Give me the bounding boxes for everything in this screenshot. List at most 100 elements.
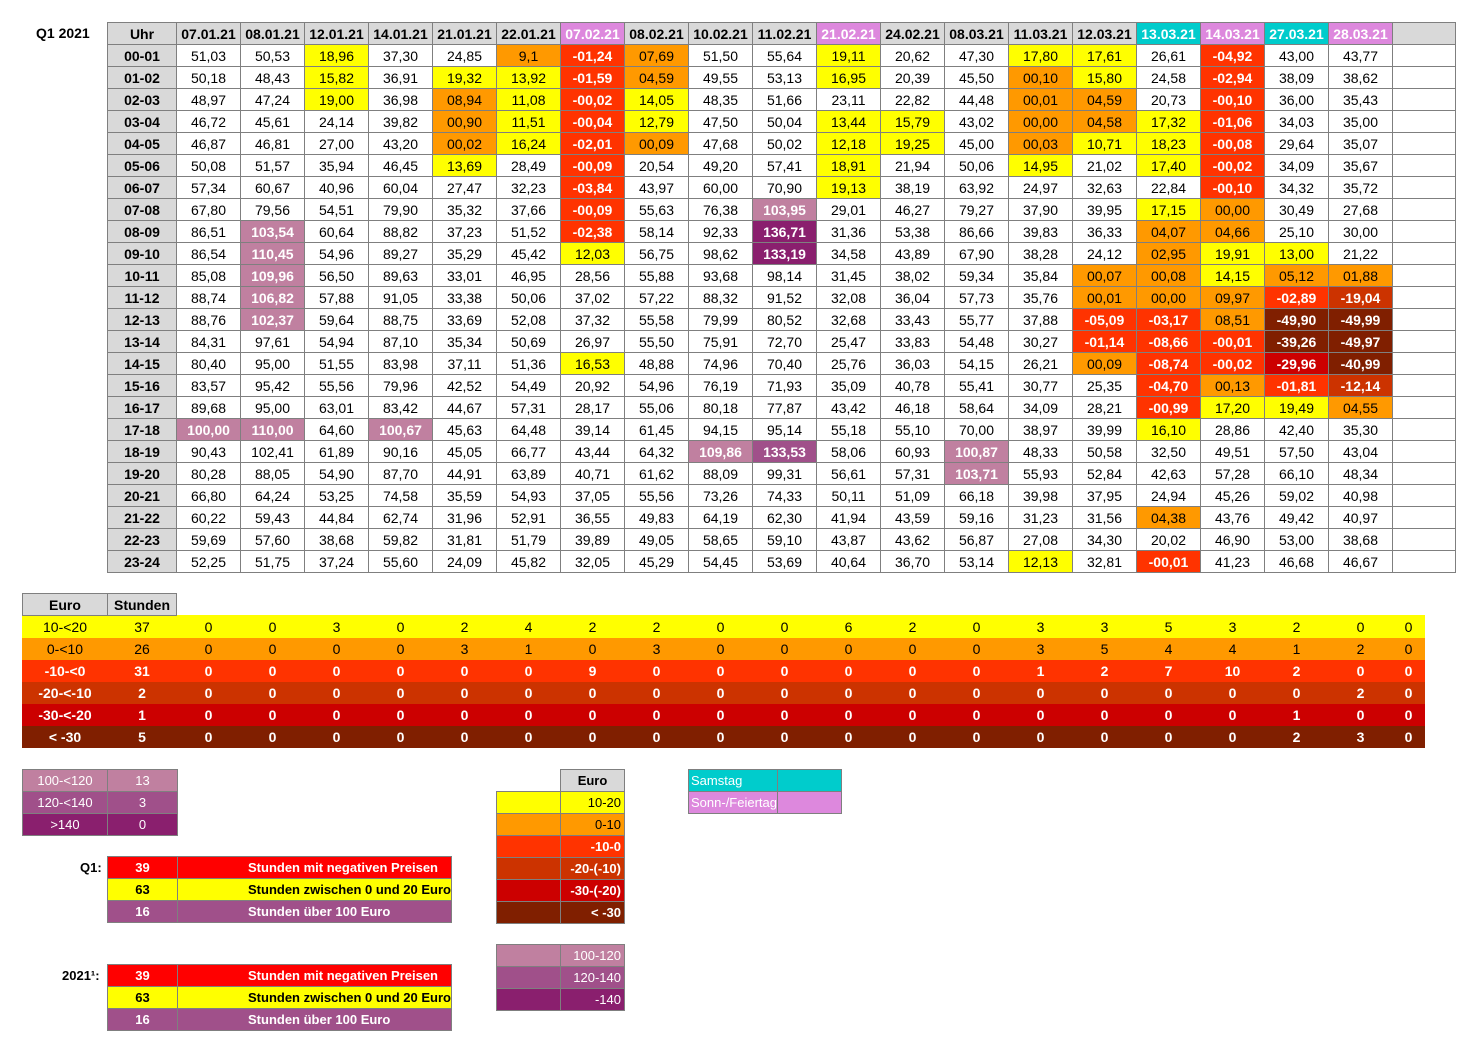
price-cell: 39,83 xyxy=(1008,220,1073,243)
summary-count: 0 xyxy=(624,659,689,682)
hour-label: 14-15 xyxy=(107,352,177,375)
price-cell: -02,01 xyxy=(560,132,625,155)
price-cell: 60,22 xyxy=(176,506,241,529)
hour-label: 13-14 xyxy=(107,330,177,353)
hour-label: 03-04 xyxy=(107,110,177,133)
hour-label: 23-24 xyxy=(107,550,177,573)
price-cell: -05,09 xyxy=(1072,308,1137,331)
summary-count: 0 xyxy=(1072,681,1137,704)
price-cell: 52,08 xyxy=(496,308,561,331)
hour-label: 01-02 xyxy=(107,66,177,89)
summary-count: 0 xyxy=(944,659,1009,682)
price-cell: 45,29 xyxy=(624,550,689,573)
price-cell: 19,00 xyxy=(304,88,369,111)
empty-cell xyxy=(1392,110,1456,133)
price-cell: 35,34 xyxy=(432,330,497,353)
price-cell: 55,77 xyxy=(944,308,1009,331)
summary-count: 2 xyxy=(1264,659,1329,682)
price-cell: 55,88 xyxy=(624,264,689,287)
price-cell: 00,90 xyxy=(432,110,497,133)
price-cell: 34,58 xyxy=(816,242,881,265)
price-cell: 36,91 xyxy=(368,66,433,89)
hour-label: 15-16 xyxy=(107,374,177,397)
summary-range-label: 10-<20 xyxy=(22,615,108,638)
summary-row: -10-<0 31 0 0 0 0 0 0 9 0 0 0 0 0 0 1 2 7 10 2 0 0 xyxy=(22,659,1425,682)
price-cell: 36,98 xyxy=(368,88,433,111)
legend-label: 10-20 xyxy=(560,791,625,814)
price-cell: 00,00 xyxy=(1008,110,1073,133)
price-cell: 48,88 xyxy=(624,352,689,375)
price-cell: 19,11 xyxy=(816,44,881,67)
price-cell: 51,03 xyxy=(176,44,241,67)
summary-total: 2 xyxy=(107,681,177,704)
empty-cell xyxy=(1392,374,1456,397)
price-cell: 01,88 xyxy=(1328,264,1393,287)
summary-count: 0 xyxy=(496,681,561,704)
summary-count: 0 xyxy=(1200,703,1265,726)
price-cell: 35,09 xyxy=(816,374,881,397)
price-cell: 47,68 xyxy=(688,132,753,155)
price-cell: 28,21 xyxy=(1072,396,1137,419)
price-cell: 50,69 xyxy=(496,330,561,353)
price-cell: 52,91 xyxy=(496,506,561,529)
summary-count: 0 xyxy=(1264,681,1329,704)
price-cell: 43,87 xyxy=(816,528,881,551)
price-cell: 55,56 xyxy=(304,374,369,397)
price-cell: 56,50 xyxy=(304,264,369,287)
price-cell: 15,80 xyxy=(1072,66,1137,89)
price-cell: 27,08 xyxy=(1008,528,1073,551)
price-cell: 40,96 xyxy=(304,176,369,199)
summary-total: 37 xyxy=(107,615,177,638)
hour-label: 02-03 xyxy=(107,88,177,111)
price-cell: 46,81 xyxy=(240,132,305,155)
price-cell: 47,50 xyxy=(688,110,753,133)
price-cell: 19,25 xyxy=(880,132,945,155)
high-count: 13 xyxy=(107,769,178,792)
price-cell: 16,53 xyxy=(560,352,625,375)
legend-high-row: 120-140 xyxy=(496,966,625,989)
table-row: 07-08 67,80 79,56 54,51 79,90 35,32 37,66 -00,0… xyxy=(107,198,1456,221)
summary-count: 0 xyxy=(944,703,1009,726)
price-cell: 80,28 xyxy=(176,462,241,485)
empty-cell xyxy=(1392,242,1456,265)
high-row: >140 0 xyxy=(22,813,178,836)
price-cell: 26,61 xyxy=(1136,44,1201,67)
summary-row: < -30 5 0 0 0 0 0 0 0 0 0 0 0 0 0 0 0 0 0 2 3 0 xyxy=(22,725,1425,748)
legend-swatch xyxy=(496,944,561,967)
price-cell: 92,33 xyxy=(688,220,753,243)
price-cell: 20,39 xyxy=(880,66,945,89)
summary-range-label: -30-<-20 xyxy=(22,703,108,726)
table-row: 19-20 80,28 88,05 54,90 87,70 44,91 63,89 40,71… xyxy=(107,462,1456,485)
summary-count: 0 xyxy=(1136,681,1201,704)
price-cell: 88,75 xyxy=(368,308,433,331)
price-cell: 59,82 xyxy=(368,528,433,551)
price-cell: 54,93 xyxy=(496,484,561,507)
price-cell: 100,67 xyxy=(368,418,433,441)
price-cell: 46,72 xyxy=(176,110,241,133)
price-cell: 88,74 xyxy=(176,286,241,309)
summary-header-hours: Stunden xyxy=(107,593,177,616)
price-cell: 36,00 xyxy=(1264,88,1329,111)
price-cell: 49,20 xyxy=(688,154,753,177)
summary-line-value: 16 xyxy=(107,900,178,923)
price-cell: 22,84 xyxy=(1136,176,1201,199)
price-cell: 05,12 xyxy=(1264,264,1329,287)
price-cell: 24,94 xyxy=(1136,484,1201,507)
legend-swatch xyxy=(496,791,561,814)
price-cell: 133,19 xyxy=(752,242,817,265)
price-cell: 25,47 xyxy=(816,330,881,353)
summary-line-text: Stunden über 100 Euro xyxy=(177,900,452,923)
price-cell: 39,14 xyxy=(560,418,625,441)
price-cell: 102,37 xyxy=(240,308,305,331)
date-header: 11.02.21 xyxy=(752,22,817,45)
price-cell: 19,91 xyxy=(1200,242,1265,265)
summary-count: 5 xyxy=(1136,615,1201,638)
price-cell: 45,26 xyxy=(1200,484,1265,507)
legend-row: -20-(-10) xyxy=(496,857,625,880)
summary-count: 0 xyxy=(176,703,241,726)
price-cell: 42,52 xyxy=(432,374,497,397)
price-cell: 80,40 xyxy=(176,352,241,375)
table-row: 02-03 48,97 47,24 19,00 36,98 08,94 11,08 -00,0… xyxy=(107,88,1456,111)
price-cell: 109,96 xyxy=(240,264,305,287)
price-cell: 44,67 xyxy=(432,396,497,419)
